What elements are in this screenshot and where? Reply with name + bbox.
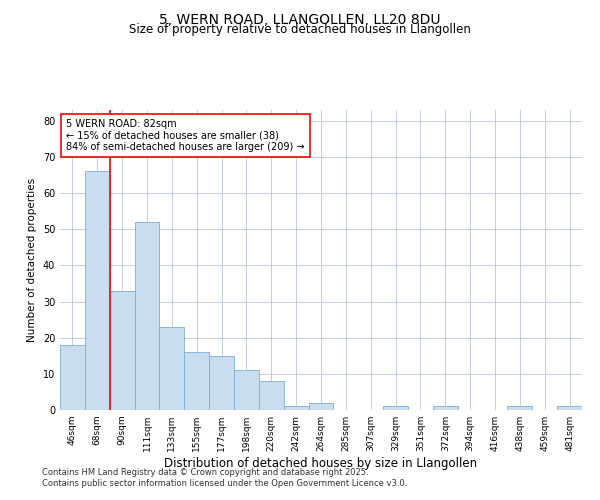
Bar <box>433 406 458 410</box>
Text: Contains HM Land Registry data © Crown copyright and database right 2025.
Contai: Contains HM Land Registry data © Crown c… <box>42 468 407 487</box>
Bar <box>284 406 308 410</box>
Bar <box>383 406 408 410</box>
Bar <box>110 290 134 410</box>
Text: Size of property relative to detached houses in Llangollen: Size of property relative to detached ho… <box>129 22 471 36</box>
Bar <box>209 356 234 410</box>
Bar <box>184 352 209 410</box>
Bar <box>134 222 160 410</box>
Bar <box>308 403 334 410</box>
Bar <box>557 406 582 410</box>
Bar <box>85 172 110 410</box>
Text: 5, WERN ROAD, LLANGOLLEN, LL20 8DU: 5, WERN ROAD, LLANGOLLEN, LL20 8DU <box>159 12 441 26</box>
Bar <box>60 345 85 410</box>
Bar <box>234 370 259 410</box>
Text: 5 WERN ROAD: 82sqm
← 15% of detached houses are smaller (38)
84% of semi-detache: 5 WERN ROAD: 82sqm ← 15% of detached hou… <box>66 119 305 152</box>
X-axis label: Distribution of detached houses by size in Llangollen: Distribution of detached houses by size … <box>164 457 478 470</box>
Y-axis label: Number of detached properties: Number of detached properties <box>27 178 37 342</box>
Bar <box>160 327 184 410</box>
Bar <box>508 406 532 410</box>
Bar <box>259 381 284 410</box>
